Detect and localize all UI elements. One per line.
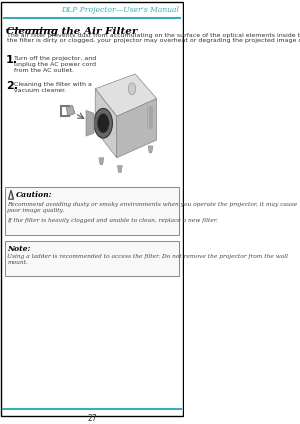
Text: Cleaning the Air Filter: Cleaning the Air Filter bbox=[6, 27, 137, 36]
Polygon shape bbox=[66, 106, 75, 116]
Polygon shape bbox=[117, 99, 157, 158]
Polygon shape bbox=[95, 89, 117, 158]
FancyBboxPatch shape bbox=[5, 187, 179, 234]
Text: The air filter prevents dust from accumulating on the surface of the optical ele: The air filter prevents dust from accumu… bbox=[8, 33, 300, 43]
Polygon shape bbox=[95, 74, 157, 116]
Text: Turn off the projector, and
unplug the AC power cord
from the AC outlet.: Turn off the projector, and unplug the A… bbox=[14, 56, 96, 73]
Text: Using a ladder is recommended to access the filter. Do not remove the projector : Using a ladder is recommended to access … bbox=[8, 254, 288, 265]
Polygon shape bbox=[148, 146, 153, 153]
Polygon shape bbox=[117, 166, 122, 173]
Text: Recommend avoiding dusty or smoky environments when you operate the projector, i: Recommend avoiding dusty or smoky enviro… bbox=[8, 202, 298, 213]
Polygon shape bbox=[9, 190, 14, 199]
Polygon shape bbox=[86, 110, 94, 136]
Text: Note:: Note: bbox=[8, 245, 31, 253]
Text: DLP Projector—User's Manual: DLP Projector—User's Manual bbox=[61, 6, 179, 14]
Text: 1.: 1. bbox=[6, 55, 18, 65]
Circle shape bbox=[97, 113, 110, 133]
Text: 2.: 2. bbox=[6, 81, 18, 91]
Text: Caution:: Caution: bbox=[16, 191, 52, 199]
FancyBboxPatch shape bbox=[5, 240, 179, 276]
Circle shape bbox=[94, 109, 112, 138]
FancyBboxPatch shape bbox=[1, 2, 183, 416]
Circle shape bbox=[128, 83, 136, 95]
Text: !: ! bbox=[10, 194, 12, 199]
Text: 27: 27 bbox=[87, 414, 97, 423]
Text: If the filter is heavily clogged and unable to clean, replace a new filter.: If the filter is heavily clogged and una… bbox=[8, 218, 218, 223]
Text: Cleaning the filter with a
vacuum cleaner.: Cleaning the filter with a vacuum cleane… bbox=[14, 82, 92, 92]
Polygon shape bbox=[99, 158, 104, 165]
